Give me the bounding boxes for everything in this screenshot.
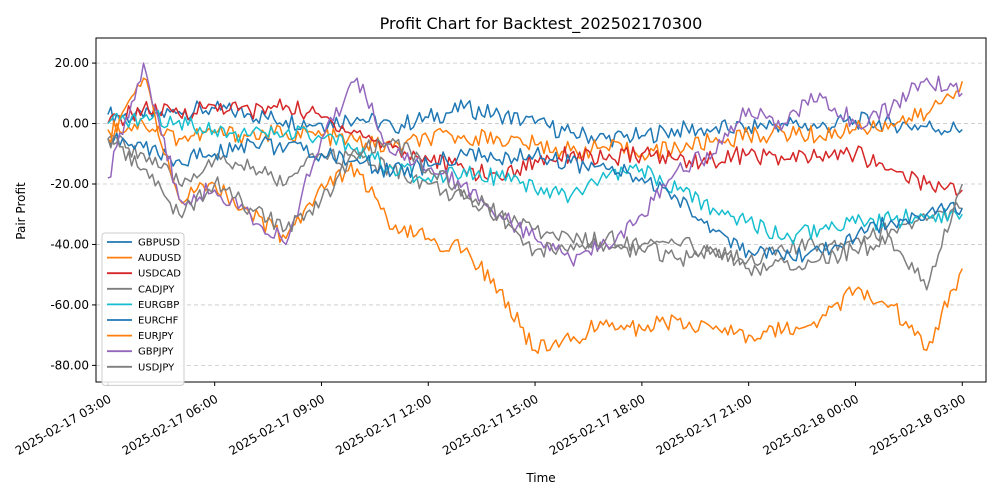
series-lines bbox=[107, 62, 964, 354]
series-line-usdcad bbox=[107, 98, 963, 196]
y-tick-label: -80.00 bbox=[50, 358, 89, 372]
chart-title: Profit Chart for Backtest_202502170300 bbox=[380, 14, 703, 34]
series-line-gbpusd bbox=[107, 99, 963, 148]
series-line-usdjpy bbox=[107, 135, 964, 291]
y-axis: -80.00 -60.00 -40.00 -20.00 0.00 20.00 bbox=[50, 56, 96, 372]
legend-entry-label: GBPJPY bbox=[138, 347, 174, 358]
legend: GBPUSD AUDUSD USDCAD CADJPY EURGBP EURCHF EURJ… bbox=[101, 232, 185, 386]
y-tick-label: -60.00 bbox=[50, 298, 89, 312]
legend-entry-label: EURJPY bbox=[138, 331, 174, 342]
y-tick-label: -40.00 bbox=[50, 237, 89, 251]
y-axis-label: Pair Profit bbox=[14, 182, 28, 240]
legend-entry-label: CADJPY bbox=[138, 284, 175, 295]
y-tick-label: -20.00 bbox=[50, 177, 89, 191]
plot-area-frame bbox=[95, 37, 987, 383]
series-line-cadjpy bbox=[107, 134, 963, 267]
legend-entry-label: GBPUSD bbox=[138, 238, 180, 249]
legend-box bbox=[101, 232, 185, 386]
legend-entry-label: USDJPY bbox=[138, 362, 175, 373]
grid-lines bbox=[96, 62, 986, 366]
series-line-gbpjpy bbox=[107, 62, 963, 267]
legend-entry-label: USDCAD bbox=[138, 269, 181, 280]
x-axis-label: Time bbox=[525, 471, 555, 485]
series-line-eurgbp bbox=[107, 109, 963, 245]
legend-entry-label: EURGBP bbox=[138, 300, 179, 311]
series-line-eurchf bbox=[107, 132, 963, 263]
legend-entry-label: AUDUSD bbox=[138, 253, 182, 264]
y-tick-label: 20.00 bbox=[55, 56, 89, 70]
y-tick-label: 0.00 bbox=[62, 117, 89, 131]
legend-entry-label: EURCHF bbox=[138, 316, 179, 327]
